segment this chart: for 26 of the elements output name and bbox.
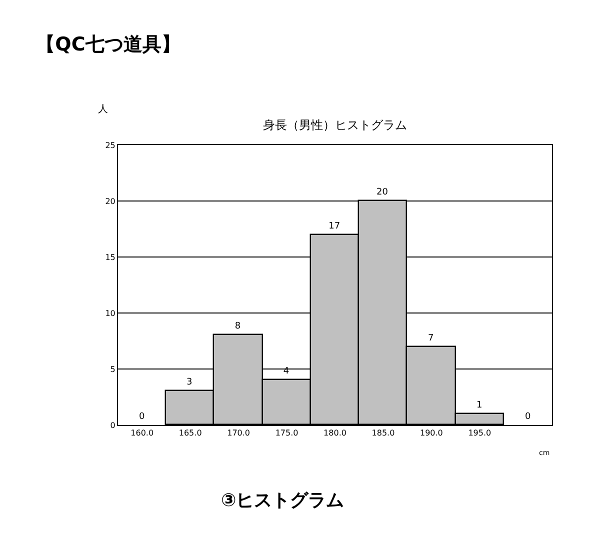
y-tick-label: 25 [105, 140, 116, 150]
data-label: 0 [525, 412, 531, 422]
x-tick-label: 160.0 [130, 428, 154, 438]
data-label: 7 [428, 333, 434, 344]
y-tick-label: 5 [110, 364, 116, 374]
data-label: 8 [234, 321, 241, 332]
y-tick-label: 10 [105, 308, 116, 318]
x-tick-label: 185.0 [372, 428, 395, 438]
x-tick-label: 180.0 [324, 428, 346, 438]
x-tick-label: 170.0 [227, 428, 250, 438]
chart-subtitle: 身長（男性）ヒストグラム [263, 118, 407, 132]
x-tick-label: 165.0 [178, 428, 202, 438]
y-tick-label: 20 [105, 196, 116, 206]
data-label: 1 [476, 400, 482, 410]
y-axis-title: 人 [98, 104, 108, 115]
data-label: 20 [376, 187, 388, 198]
x-tick-label: 175.0 [275, 428, 298, 438]
y-tick-label: 0 [110, 420, 116, 430]
data-label: 0 [139, 412, 145, 422]
x-tick-label: 195.0 [468, 428, 492, 438]
data-label: 17 [328, 221, 340, 232]
text: ③ヒストグラム [221, 490, 344, 511]
data-label: 3 [186, 377, 192, 388]
chart-title: 【QC七つ道具】 [36, 34, 180, 56]
y-tick-label: 15 [105, 252, 116, 262]
x-tick-label: 190.0 [420, 428, 443, 438]
